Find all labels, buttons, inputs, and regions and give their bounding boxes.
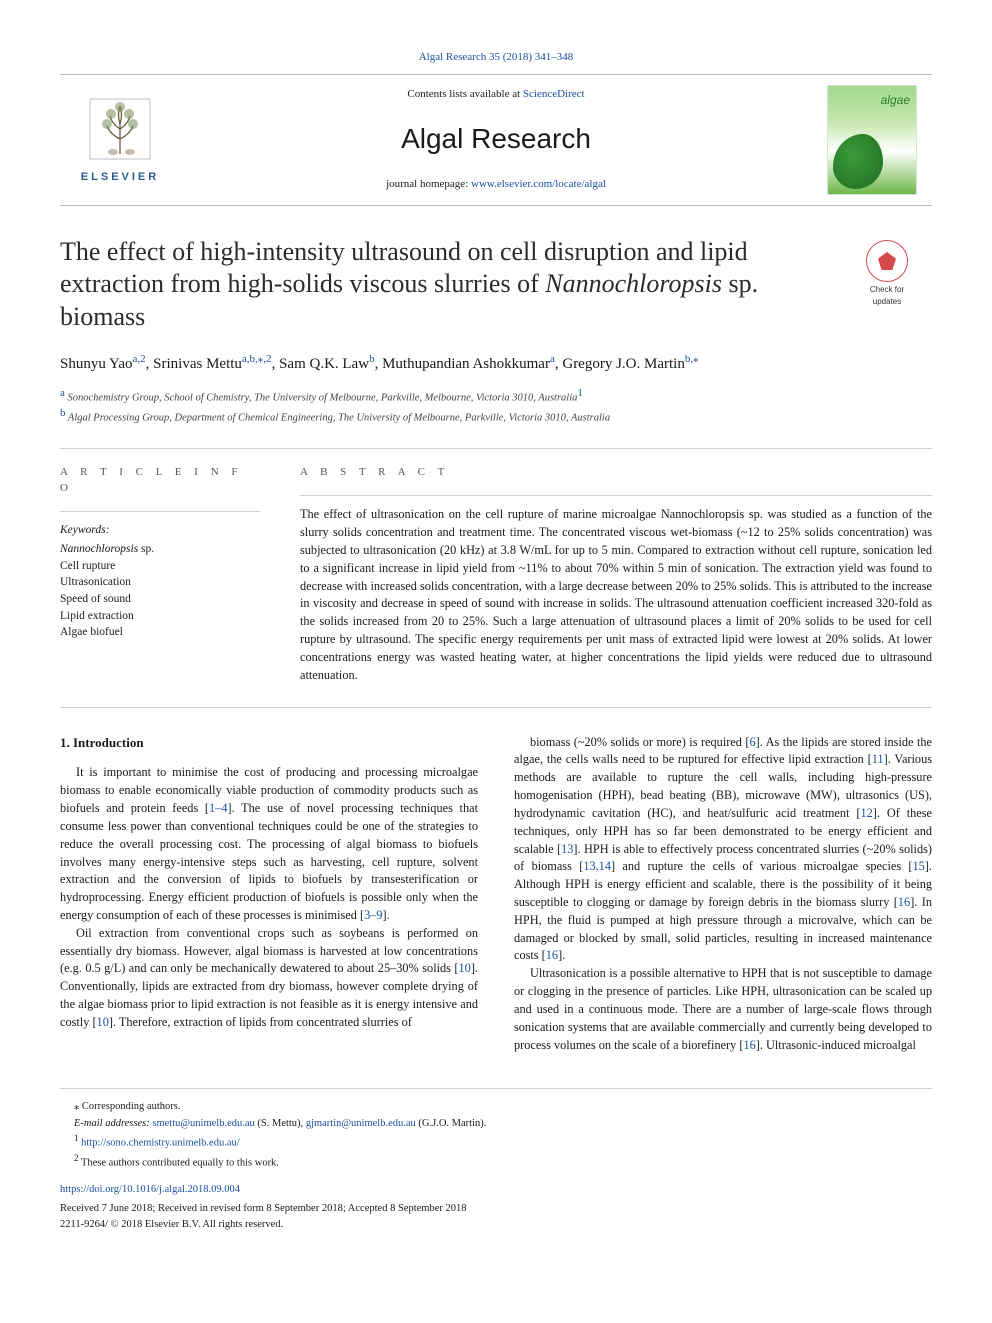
ref-link[interactable]: 1–4 [209,801,227,815]
doi-link[interactable]: https://doi.org/10.1016/j.algal.2018.09.… [60,1184,240,1195]
footnote-2: 2 These authors contributed equally to t… [60,1152,932,1171]
keyword: Cell rupture [60,558,260,575]
ref-link[interactable]: 13,14 [583,859,611,873]
affiliations: a Sonochemistry Group, School of Chemist… [60,386,932,426]
ref-link[interactable]: 3–9 [364,908,382,922]
author: Muthupandian Ashokkumara [382,356,555,372]
author: Sam Q.K. Lawb [279,356,375,372]
divider [60,511,260,512]
section-heading-introduction: 1. Introduction [60,734,478,753]
divider [60,707,932,708]
body-paragraph: It is important to minimise the cost of … [60,764,478,924]
abstract-block: A B S T R A C T The effect of ultrasonic… [300,465,932,684]
journal-masthead: ELSEVIER Contents lists available at Sci… [60,74,932,206]
corresponding-authors-note: ⁎ Corresponding authors. [60,1099,932,1114]
keyword: Lipid extraction [60,608,260,625]
divider [300,495,932,496]
ref-link[interactable]: 16 [546,948,558,962]
author: Shunyu Yaoa,2 [60,356,146,372]
abstract-text: The effect of ultrasonication on the cel… [300,506,932,684]
journal-homepage-link[interactable]: www.elsevier.com/locate/algal [471,178,606,190]
keyword: Speed of sound [60,591,260,608]
crossmark-icon [866,240,908,282]
body-paragraph: Ultrasonication is a possible alternativ… [514,965,932,1054]
doi-line: https://doi.org/10.1016/j.algal.2018.09.… [60,1182,932,1197]
elsevier-tree-icon [85,94,155,164]
sciencedirect-link[interactable]: ScienceDirect [523,88,585,100]
article-history: Received 7 June 2018; Received in revise… [60,1201,932,1216]
footnote-1-link[interactable]: http://sono.chemistry.unimelb.edu.au/ [81,1137,240,1148]
email-addresses-line: E-mail addresses: smettu@unimelb.edu.au … [60,1116,932,1131]
author: Srinivas Mettua,b,⁎,2 [153,356,271,372]
affiliation-line: a Sonochemistry Group, School of Chemist… [60,386,932,406]
body-column-left: 1. Introduction It is important to minim… [60,734,478,1055]
body-paragraph: biomass (~20% solids or more) is require… [514,734,932,966]
ref-link[interactable]: 10 [459,961,471,975]
ref-link[interactable]: 11 [872,752,884,766]
article-info-block: A R T I C L E I N F O Keywords: Nannochl… [60,465,260,684]
ref-link[interactable]: 13 [561,842,573,856]
check-updates-badge[interactable]: Check for updates [862,240,912,307]
divider [60,448,932,449]
ref-link[interactable]: 15 [913,859,925,873]
keywords-heading: Keywords: [60,522,260,539]
journal-homepage-line: journal homepage: www.elsevier.com/locat… [200,177,792,193]
ref-link[interactable]: 16 [743,1038,755,1052]
ref-link[interactable]: 12 [860,806,872,820]
body-paragraph: Oil extraction from conventional crops s… [60,925,478,1032]
contents-available-line: Contents lists available at ScienceDirec… [200,87,792,103]
article-info-label: A R T I C L E I N F O [60,465,260,497]
author: Gregory J.O. Martinb,⁎ [562,356,698,372]
footnotes: ⁎ Corresponding authors. E-mail addresse… [60,1088,932,1232]
email-link[interactable]: smettu@unimelb.edu.au [152,1118,254,1129]
keyword: Nannochloropsis sp. [60,541,260,558]
article-title: The effect of high-intensity ultrasound … [60,236,842,334]
issue-link[interactable]: Algal Research 35 (2018) 341–348 [419,51,574,63]
footnote-1: 1 http://sono.chemistry.unimelb.edu.au/ [60,1132,932,1151]
issn-copyright: 2211-9264/ © 2018 Elsevier B.V. All righ… [60,1217,932,1232]
issue-reference: Algal Research 35 (2018) 341–348 [60,50,932,66]
ref-link[interactable]: 16 [898,895,910,909]
ref-link[interactable]: 6 [750,735,756,749]
email-link[interactable]: gjmartin@unimelb.edu.au [306,1118,416,1129]
abstract-label: A B S T R A C T [300,465,932,481]
publisher-name: ELSEVIER [60,170,180,186]
keyword: Algae biofuel [60,624,260,641]
publisher-logo: ELSEVIER [60,94,180,186]
affiliation-line: b Algal Processing Group, Department of … [60,406,932,426]
author-list: Shunyu Yaoa,2, Srinivas Mettua,b,⁎,2, Sa… [60,351,932,376]
masthead-center: Contents lists available at ScienceDirec… [190,87,802,193]
body-column-right: biomass (~20% solids or more) is require… [514,734,932,1055]
ref-link[interactable]: 10 [97,1015,109,1029]
journal-name: Algal Research [200,119,792,160]
keyword: Ultrasonication [60,574,260,591]
keywords-list: Nannochloropsis sp.Cell ruptureUltrasoni… [60,541,260,641]
journal-cover-thumb [812,85,932,195]
